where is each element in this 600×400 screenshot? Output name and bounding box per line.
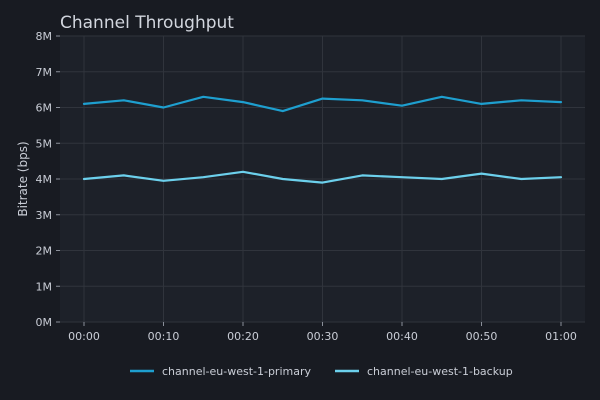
series-group — [82, 95, 563, 184]
legend: channel-eu-west-1-primary channel-eu-west… — [130, 365, 513, 378]
x-tick-label: 00:10 — [148, 330, 180, 343]
y-tick-label: 7M — [36, 66, 53, 79]
chart-title: Channel Throughput — [60, 13, 234, 33]
series-line-primary — [82, 95, 563, 113]
y-tick-label: 6M — [36, 102, 53, 115]
y-axis-label: Bitrate (bps) — [16, 141, 30, 216]
y-tick-label: 4M — [36, 173, 53, 186]
x-axis-ticks: 00:00 00:10 00:20 00:30 00:40 00:50 01:00 — [68, 322, 577, 343]
y-tick-label: 0M — [36, 316, 53, 329]
y-tick-label: 2M — [36, 245, 53, 258]
x-tick-label: 00:50 — [466, 330, 498, 343]
x-tick-label: 00:20 — [227, 330, 259, 343]
x-tick-label: 01:00 — [545, 330, 577, 343]
y-tick-label: 1M — [36, 280, 53, 293]
legend-label: channel-eu-west-1-backup — [367, 365, 513, 378]
y-tick-label: 3M — [36, 209, 53, 222]
legend-label: channel-eu-west-1-primary — [162, 365, 311, 378]
x-tick-label: 00:40 — [386, 330, 418, 343]
x-tick-label: 00:30 — [307, 330, 339, 343]
y-tick-label: 8M — [36, 30, 53, 43]
x-tick-label: 00:00 — [68, 330, 100, 343]
y-axis-ticks: 0M 1M 2M 3M 4M 5M 6M 7M 8M — [36, 30, 60, 329]
series-line-backup — [82, 170, 563, 184]
y-tick-label: 5M — [36, 137, 53, 150]
